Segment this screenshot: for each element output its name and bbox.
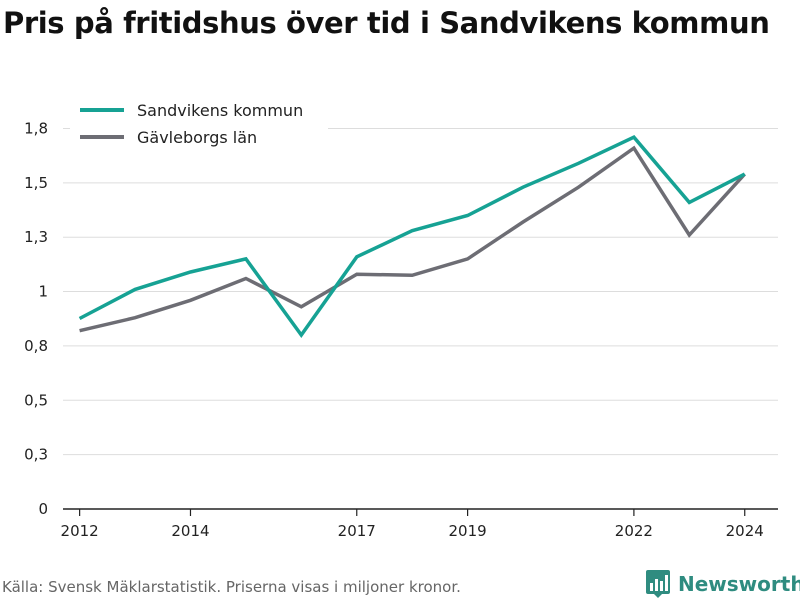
series-lines [78, 135, 746, 338]
brand-logo[interactable]: Newsworthy [645, 569, 800, 599]
y-axis: 0 0,3 0,5 0,8 1 1,3 1,5 1,8 [24, 119, 48, 518]
y-tick-label: 0,3 [24, 446, 48, 464]
series-line-gavleborgs-lan [79, 145, 746, 333]
source-note: Källa: Svensk Mäklarstatistik. Priserna … [2, 578, 461, 596]
grid-lines [63, 127, 778, 510]
y-tick-label: 1,3 [24, 228, 48, 246]
x-tick-label: 2012 [61, 522, 99, 540]
chart-title: Pris på fritidshus över tid i Sandvikens… [3, 6, 770, 40]
legend-label: Gävleborgs län [137, 128, 257, 147]
y-tick-label: 0 [38, 500, 48, 518]
x-tick-label: 2017 [338, 522, 376, 540]
brand-name: Newsworthy [678, 572, 800, 596]
y-tick-label: 1,5 [24, 174, 48, 192]
series-line-sandvikens-kommun [78, 135, 746, 338]
y-tick-label: 0,8 [24, 337, 48, 355]
x-tick-label: 2014 [171, 522, 209, 540]
x-tick-label: 2022 [615, 522, 653, 540]
x-tick-label: 2019 [449, 522, 487, 540]
y-tick-label: 0,5 [24, 391, 48, 409]
x-tick-label: 2024 [726, 522, 764, 540]
legend-label: Sandvikens kommun [137, 101, 303, 120]
bar-chart-pin-icon [646, 570, 670, 598]
y-tick-label: 1,8 [24, 119, 48, 137]
y-tick-label: 1 [38, 283, 48, 301]
x-axis: 2012 2014 2017 2019 2022 2024 [61, 509, 764, 540]
legend: Sandvikens kommun Gävleborgs län [70, 95, 328, 155]
legend-background [70, 95, 328, 155]
